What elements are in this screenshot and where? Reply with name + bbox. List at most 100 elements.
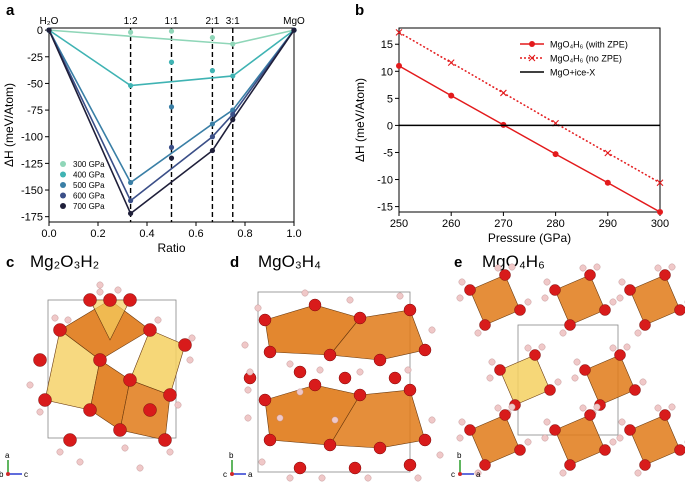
y-axis-label-a: ΔH (meV/Atom) — [2, 83, 16, 167]
series-point — [500, 89, 507, 97]
oxygen-atom — [464, 424, 476, 436]
hydrogen-atom — [579, 404, 587, 412]
y-tick-label-b: -5 — [383, 147, 393, 159]
hull-point — [127, 198, 134, 204]
oxygen-atom — [499, 409, 511, 421]
oxygen-atom — [549, 424, 561, 436]
hydrogen-atom — [316, 366, 324, 374]
y-tick-label-a: -125 — [21, 158, 43, 170]
hull-point — [127, 210, 134, 217]
hydrogen-atom — [524, 438, 532, 446]
oxygen-atom — [158, 433, 172, 447]
hull-point — [230, 111, 236, 117]
hydrogen-atom — [474, 469, 482, 477]
hydrogen-atom — [286, 474, 294, 482]
legend-label: MgO+ice-X — [550, 68, 595, 78]
hull-point — [46, 27, 52, 33]
hydrogen-atom — [96, 288, 104, 296]
hydrogen-atom — [121, 444, 129, 452]
hydrogen-atom — [428, 416, 436, 424]
series-point — [447, 59, 455, 67]
polyhedron — [629, 274, 681, 326]
oxygen-atom — [403, 383, 417, 397]
hydrogen-atom — [301, 289, 309, 297]
y-tick-label-b: 5 — [387, 93, 393, 105]
x-tick-label-a: 1.0 — [286, 228, 301, 240]
oxygen-atom — [584, 409, 596, 421]
hydrogen-atom — [246, 368, 254, 376]
y-tick-label-a: -175 — [21, 212, 43, 224]
oxygen-atom — [624, 424, 636, 436]
oxygen-atom — [529, 349, 541, 361]
polyhedron — [499, 354, 551, 406]
hull-point — [291, 27, 297, 33]
panel-letter-b: b — [355, 2, 365, 19]
hull-line — [48, 29, 295, 87]
oxygen-atom — [494, 364, 506, 376]
hydrogen-atom — [559, 469, 567, 477]
hull-point — [168, 144, 175, 150]
legend-marker — [60, 203, 66, 209]
oxygen-atom — [348, 461, 362, 475]
series-point — [604, 179, 611, 186]
y-tick-label-a: -75 — [27, 105, 43, 117]
hydrogen-atom — [166, 448, 174, 456]
axis-label: c — [24, 470, 28, 479]
oxygen-atom — [163, 388, 177, 402]
hydrogen-atom — [524, 298, 532, 306]
polyhedron — [329, 389, 426, 449]
oxygen-atom — [33, 353, 47, 367]
hull-point — [209, 34, 216, 41]
polyhedron — [469, 414, 521, 466]
oxygen-atom — [258, 313, 272, 327]
y-tick-label-a: 0 — [37, 25, 43, 37]
hydrogen-atom — [364, 474, 372, 482]
oxygen-atom — [514, 304, 526, 316]
oxygen-atom — [564, 319, 576, 331]
oxygen-atom — [103, 293, 117, 307]
hydrogen-atom — [404, 366, 412, 374]
hydrogen-atom — [318, 474, 326, 482]
oxygen-atom — [418, 433, 432, 447]
composition-label: 3:1 — [226, 16, 240, 27]
y-tick-label-a: -50 — [27, 78, 43, 90]
legend-marker — [60, 182, 66, 188]
series-point — [552, 151, 559, 158]
hydrogen-atom — [571, 374, 579, 382]
panel-letter-e: e — [454, 254, 463, 271]
oxygen-atom — [479, 319, 491, 331]
hydrogen-atom — [494, 264, 502, 272]
hull-point — [230, 117, 236, 123]
hydrogen-atom — [458, 278, 466, 286]
hydrogen-atom — [508, 263, 516, 271]
hydrogen-atom — [543, 278, 551, 286]
hull-point — [230, 41, 236, 47]
hydrogen-atom — [154, 316, 162, 324]
y-tick-label-b: 10 — [381, 66, 393, 78]
hydrogen-atom — [609, 438, 617, 446]
unit-cell-d — [257, 291, 411, 473]
y-tick-label-a: -100 — [21, 132, 43, 144]
oxygen-atom — [418, 343, 432, 357]
hydrogen-atom — [618, 278, 626, 286]
hydrogen-atom — [356, 368, 364, 376]
hydrogen-atom — [414, 474, 422, 482]
composition-label: 1:2 — [124, 16, 138, 27]
oxygen-atom — [403, 458, 417, 472]
hydrogen-atom — [428, 326, 436, 334]
hydrogen-atom — [276, 414, 284, 422]
hydrogen-atom — [331, 416, 339, 424]
oxygen-atom — [599, 304, 611, 316]
oxygen-atom — [599, 444, 611, 456]
hydrogen-atom — [241, 341, 249, 349]
polyhedron — [329, 309, 426, 361]
hydrogen-atom — [456, 294, 464, 302]
y-tick-label-b: -10 — [377, 175, 393, 187]
axis-label: a — [5, 451, 10, 460]
oxygen-atom — [514, 444, 526, 456]
oxygen-atom — [178, 338, 192, 352]
oxygen-atom — [323, 348, 337, 362]
oxygen-atom — [584, 269, 596, 281]
oxygen-atom — [564, 459, 576, 471]
x-tick-label-a: 0.8 — [237, 228, 252, 240]
